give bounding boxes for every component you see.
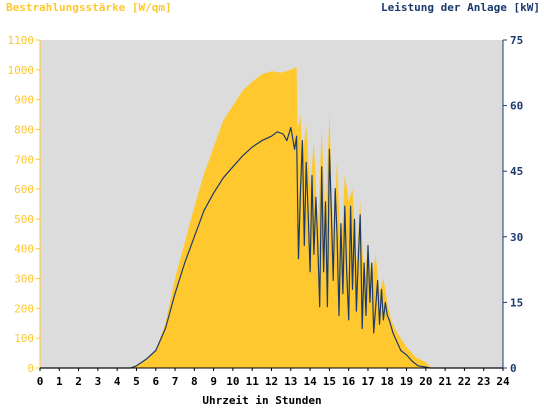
left-tick-label: 1000 (8, 64, 35, 77)
left-tick-label: 400 (14, 243, 34, 256)
right-tick-label: 60 (510, 100, 523, 113)
right-tick-label: 75 (510, 34, 523, 47)
x-tick-label: 20 (419, 375, 432, 388)
right-axis-label: Leistung der Anlage [kW] (381, 1, 540, 14)
x-tick-label: 19 (400, 375, 413, 388)
x-tick-label: 17 (361, 375, 374, 388)
right-tick-label: 30 (510, 231, 523, 244)
right-tick-label: 15 (510, 296, 523, 309)
x-tick-label: 11 (246, 375, 260, 388)
x-tick-label: 2 (75, 375, 82, 388)
x-tick-label: 0 (37, 375, 44, 388)
x-tick-label: 10 (226, 375, 239, 388)
x-tick-label: 13 (284, 375, 297, 388)
x-tick-label: 7 (172, 375, 179, 388)
left-tick-label: 100 (14, 332, 34, 345)
left-tick-label: 900 (14, 94, 34, 107)
x-tick-label: 6 (152, 375, 159, 388)
x-tick-label: 23 (477, 375, 490, 388)
left-tick-label: 1100 (8, 34, 35, 47)
left-tick-label: 200 (14, 302, 34, 315)
left-tick-label: 600 (14, 183, 34, 196)
series-layer (40, 66, 503, 369)
left-axis-label: Bestrahlungsstärke [W/qm] (6, 1, 172, 14)
left-tick-label: 800 (14, 123, 34, 136)
left-tick-label: 300 (14, 273, 34, 286)
x-tick-label: 4 (114, 375, 121, 388)
x-tick-label: 12 (265, 375, 278, 388)
x-tick-label: 21 (439, 375, 453, 388)
left-tick-label: 0 (27, 362, 34, 375)
x-tick-label: 24 (496, 375, 510, 388)
axes-layer: 0100200300400500600700800900100011000153… (8, 34, 524, 388)
x-tick-label: 18 (381, 375, 394, 388)
x-tick-label: 8 (191, 375, 198, 388)
x-tick-label: 22 (458, 375, 471, 388)
x-axis-label: Uhrzeit in Stunden (202, 394, 321, 407)
power-line (40, 126, 503, 369)
x-tick-label: 16 (342, 375, 356, 388)
x-tick-label: 5 (133, 375, 140, 388)
x-tick-label: 1 (56, 375, 63, 388)
x-tick-label: 9 (210, 375, 217, 388)
x-tick-label: 15 (323, 375, 336, 388)
left-tick-label: 700 (14, 153, 34, 166)
right-tick-label: 45 (510, 165, 523, 178)
x-tick-label: 14 (303, 375, 317, 388)
irradiance-area (40, 66, 503, 369)
left-tick-label: 500 (14, 213, 34, 226)
x-tick-label: 3 (95, 375, 102, 388)
right-tick-label: 0 (510, 362, 517, 375)
